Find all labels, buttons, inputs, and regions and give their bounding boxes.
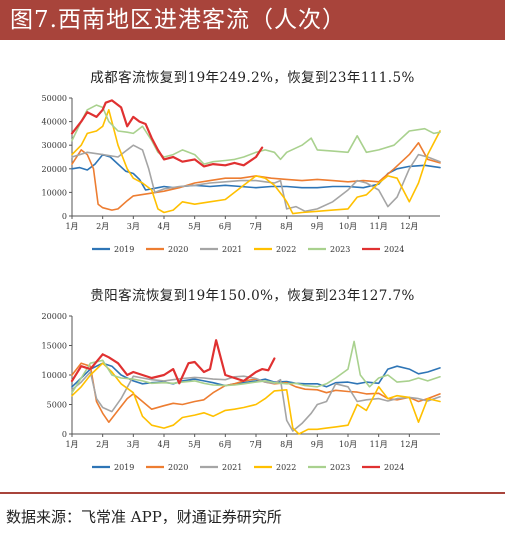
legend-label-2019: 2019 [114, 463, 134, 472]
x-tick-label: 10月 [339, 440, 357, 449]
x-tick-label: 12月 [400, 222, 418, 231]
x-tick-label: 5月 [188, 440, 201, 449]
legend-label-2022: 2022 [276, 463, 296, 472]
x-tick-label: 9月 [311, 440, 324, 449]
x-tick-label: 7月 [249, 222, 262, 231]
x-tick-label: 12月 [400, 440, 418, 449]
x-tick-label: 7月 [249, 440, 262, 449]
x-tick-label: 4月 [157, 222, 170, 231]
chart-chengdu: 0 10000 20000 30000 40000 50000 1月 2月 3月 4月 5月 6月 7月… [42, 94, 441, 254]
x-tick-label: 11月 [370, 440, 388, 449]
series-line-2024 [70, 339, 276, 385]
y-tick-label: 0 [62, 212, 67, 221]
x-tick-label: 9月 [311, 222, 324, 231]
series-line-2019 [71, 362, 441, 388]
x-tick-label: 11月 [370, 222, 388, 231]
legend-label-2021: 2021 [222, 245, 242, 254]
y-tick-label: 10000 [42, 371, 67, 380]
legend-label-2023: 2023 [330, 463, 350, 472]
x-tick-label: 3月 [127, 440, 140, 449]
x-tick-label: 6月 [219, 440, 232, 449]
x-tick-label: 8月 [280, 222, 293, 231]
x-tick-label: 2月 [96, 222, 109, 231]
x-tick-label: 1月 [65, 222, 78, 231]
y-tick-label: 10000 [42, 188, 67, 197]
y-tick-label: 30000 [42, 141, 67, 150]
legend-label-2020: 2020 [168, 463, 188, 472]
y-tick-label: 40000 [42, 118, 67, 127]
legend-label-2020: 2020 [168, 245, 188, 254]
legend-label-2024: 2024 [384, 463, 404, 472]
y-tick-label: 50000 [42, 94, 67, 103]
y-tick-label: 0 [62, 430, 67, 439]
y-tick-label: 20000 [42, 165, 67, 174]
legend-label-2023: 2023 [330, 245, 350, 254]
series-line-2023 [71, 340, 441, 394]
x-tick-label: 4月 [157, 440, 170, 449]
x-tick-label: 6月 [219, 222, 232, 231]
legend-label-2022: 2022 [276, 245, 296, 254]
series-line-2022 [71, 362, 441, 435]
x-tick-label: 10月 [339, 222, 357, 231]
x-tick-label: 1月 [65, 440, 78, 449]
x-tick-label: 3月 [127, 222, 140, 231]
legend-label-2019: 2019 [114, 245, 134, 254]
y-tick-label: 15000 [42, 342, 67, 351]
x-tick-label: 5月 [188, 222, 201, 231]
chart-guiyang: 0 5000 10000 15000 20000 1月 2月 3月 4月 5月 6月 7月 8月 9月 10… [42, 312, 441, 472]
chart-title-chengdu: 成都客流恢复到19年249.2%，恢复到23年111.5% [90, 70, 415, 86]
series-line-2019 [71, 153, 441, 191]
divider-line [0, 492, 505, 494]
source-note: 数据来源：飞常准 APP，财通证券研究所 [6, 508, 282, 526]
series-line-2022 [71, 109, 441, 215]
series-line-2023 [71, 104, 441, 165]
y-tick-label: 5000 [47, 401, 67, 410]
legend-label-2024: 2024 [384, 245, 404, 254]
y-tick-label: 20000 [42, 312, 67, 321]
legend-label-2021: 2021 [222, 463, 242, 472]
figure-title-bar: 图7.西南地区进港客流（人次） [0, 0, 505, 40]
figure-title: 图7.西南地区进港客流（人次） [10, 7, 346, 33]
x-tick-label: 8月 [280, 440, 293, 449]
series-line-2020 [71, 142, 441, 211]
x-tick-label: 2月 [96, 440, 109, 449]
chart-title-guiyang: 贵阳客流恢复到19年150.0%，恢复到23年127.7% [90, 288, 415, 304]
series-line-2024 [70, 99, 264, 168]
